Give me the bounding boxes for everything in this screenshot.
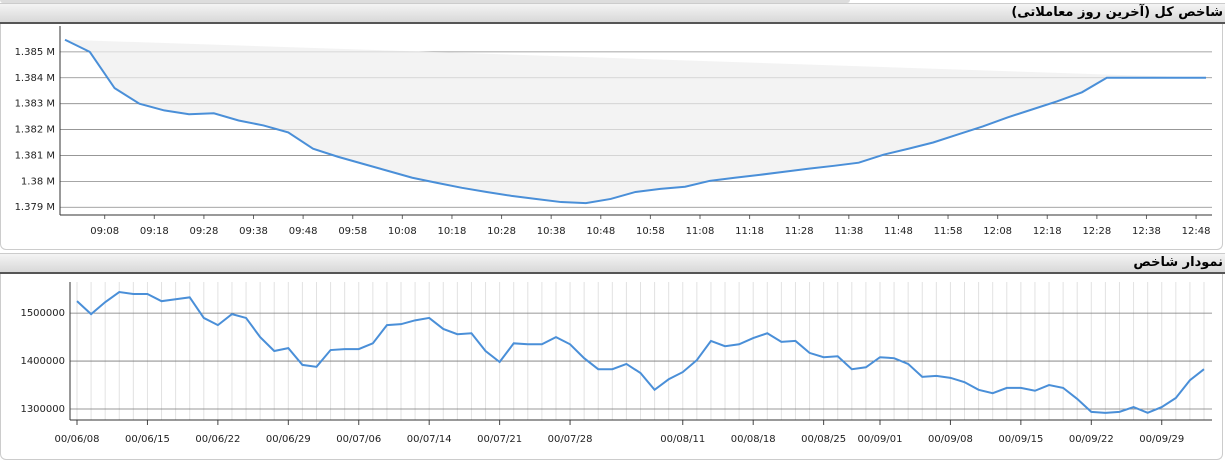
line — [64, 38, 1206, 205]
x-tick-label: 10:28 — [487, 226, 516, 237]
x-tick-label: 10:58 — [636, 226, 665, 237]
x-tick-label: 00/09/15 — [998, 434, 1043, 445]
x-tick-label: 00/06/15 — [125, 434, 170, 445]
x-tick-label: 00/07/21 — [477, 434, 522, 445]
area-shade — [65, 39, 1206, 204]
x-tick-label: 00/09/22 — [1069, 434, 1114, 445]
chart-title: شاخص کل (آخرین روز معاملاتی) — [0, 3, 1225, 24]
chart-title: نمودار شاخص — [0, 253, 1225, 274]
x-tick-label: 00/09/29 — [1139, 434, 1184, 445]
x-tick-label: 12:18 — [1033, 226, 1062, 237]
x-tick-label: 00/08/11 — [660, 434, 705, 445]
x-tick-label: 09:38 — [239, 226, 268, 237]
x-tick-label: 12:28 — [1082, 226, 1111, 237]
x-tick-label: 10:48 — [586, 226, 615, 237]
x-tick-label: 00/06/08 — [55, 434, 100, 445]
x-tick-label: 00/07/14 — [407, 434, 452, 445]
x-tick-label: 11:58 — [934, 226, 963, 237]
x-tick-label: 09:18 — [140, 226, 169, 237]
y-tick-label: 1.38 M — [21, 176, 55, 187]
x-tick-label: 00/09/08 — [928, 434, 973, 445]
panel — [0, 273, 1223, 460]
y-tick-label: 1.385 M — [15, 47, 55, 58]
x-tick-label: 00/06/22 — [195, 434, 240, 445]
x-tick-label: 00/08/18 — [731, 434, 776, 445]
y-tick-label: 1.382 M — [15, 125, 55, 136]
x-tick-label: 00/06/29 — [266, 434, 311, 445]
x-tick-label: 11:48 — [884, 226, 913, 237]
x-tick-label: 11:08 — [686, 226, 715, 237]
x-tick-label: 12:48 — [1182, 226, 1211, 237]
x-tick-label: 10:38 — [537, 226, 566, 237]
x-tick-label: 10:08 — [388, 226, 417, 237]
x-tick-label: 12:38 — [1132, 226, 1161, 237]
line — [76, 291, 1205, 414]
y-tick-label: 1.379 M — [15, 202, 55, 213]
x-tick-label: 09:08 — [90, 226, 119, 237]
y-tick-label: 1.383 M — [15, 99, 55, 110]
x-tick-label: 00/09/01 — [858, 434, 903, 445]
y-tick-label: 1400000 — [20, 356, 65, 367]
x-tick-label: 11:18 — [735, 226, 764, 237]
x-tick-label: 00/07/28 — [548, 434, 593, 445]
y-tick-label: 1.384 M — [15, 73, 55, 84]
x-tick-label: 09:58 — [338, 226, 367, 237]
x-tick-label: 10:18 — [438, 226, 467, 237]
x-tick-label: 00/08/25 — [801, 434, 846, 445]
x-tick-label: 11:38 — [834, 226, 863, 237]
top-tab — [0, 0, 850, 3]
y-tick-label: 1500000 — [20, 308, 65, 319]
y-tick-label: 1.381 M — [15, 150, 55, 161]
x-tick-label: 09:48 — [289, 226, 318, 237]
x-tick-label: 11:28 — [785, 226, 814, 237]
panel — [0, 23, 1223, 250]
x-tick-label: 09:28 — [189, 226, 218, 237]
x-tick-label: 12:08 — [983, 226, 1012, 237]
x-tick-label: 00/07/06 — [336, 434, 381, 445]
y-tick-label: 1300000 — [20, 404, 65, 415]
